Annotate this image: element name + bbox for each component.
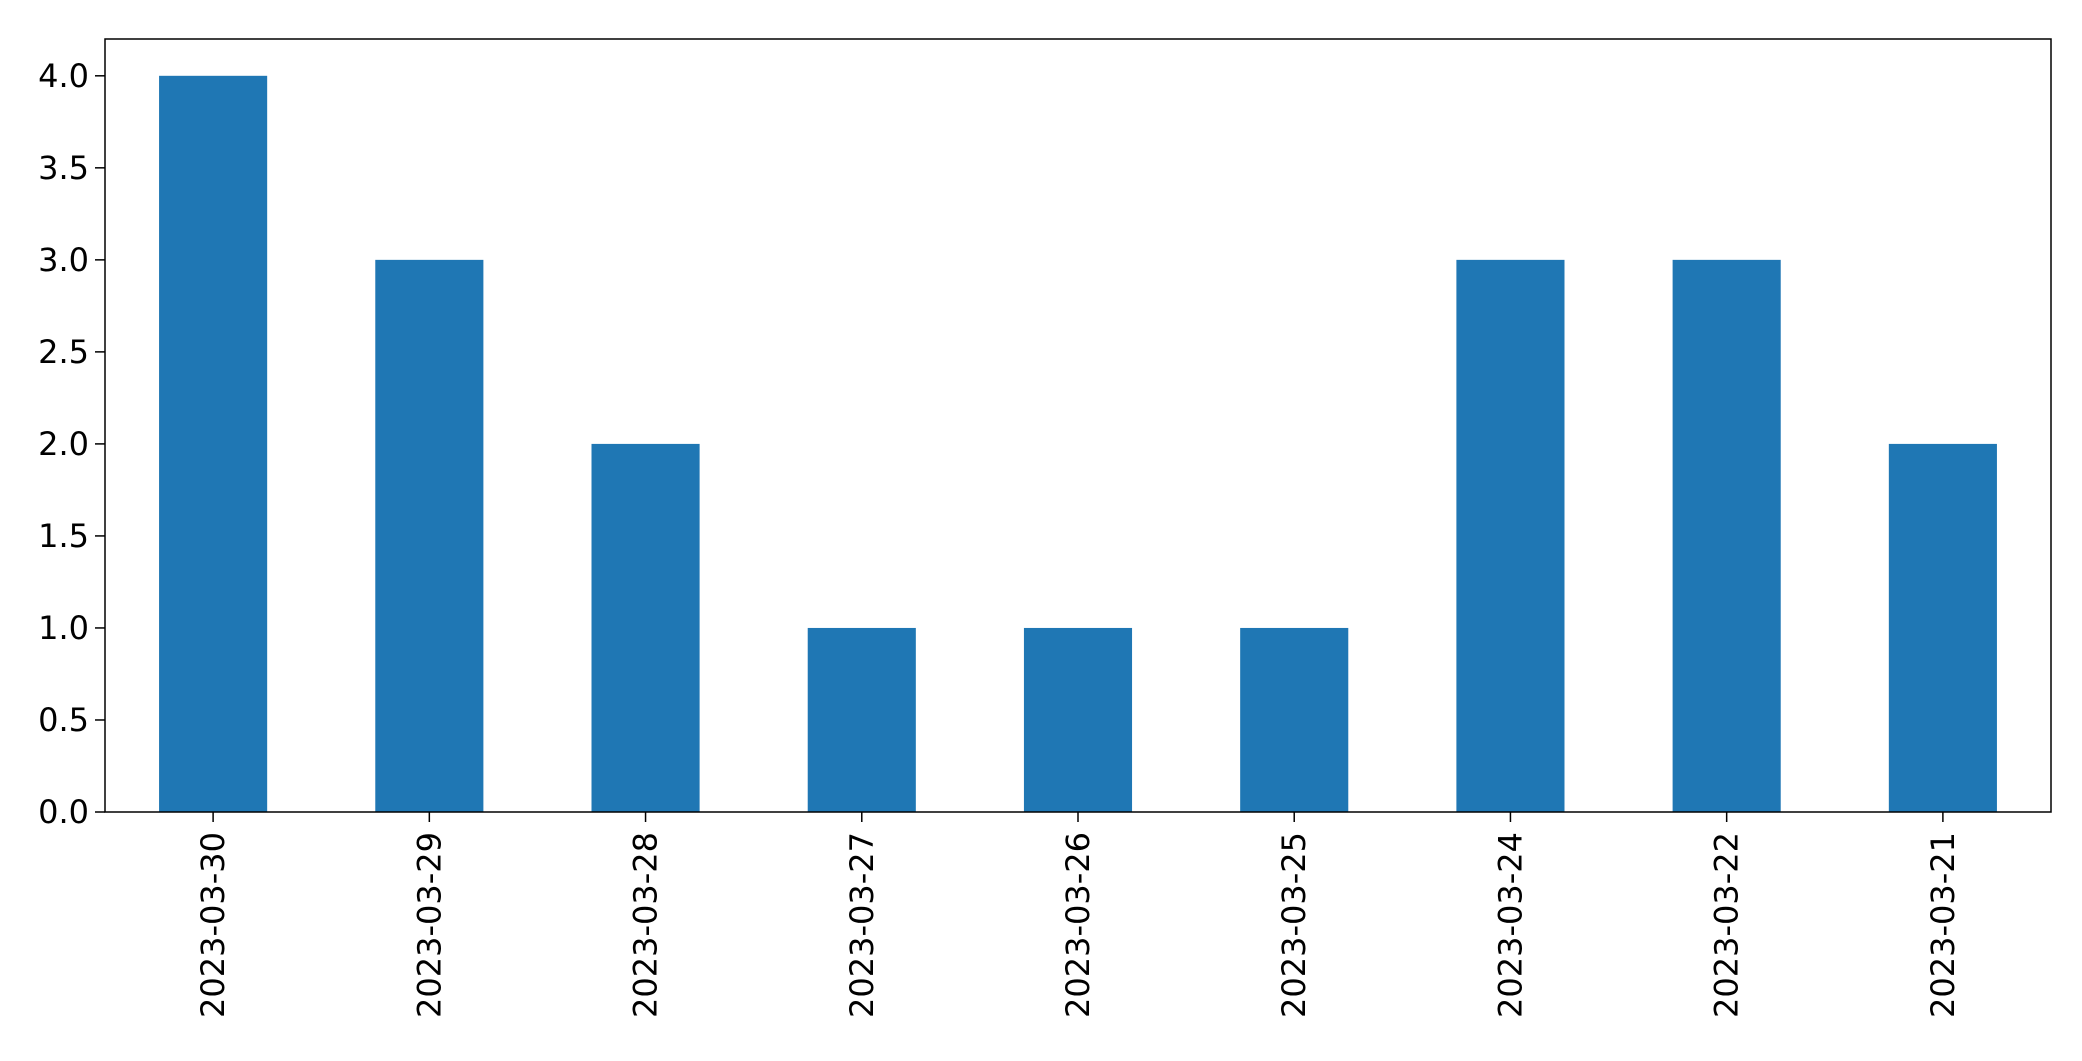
- bar-2023-03-30: [159, 75, 268, 812]
- y-tick-label: 4.0: [38, 57, 89, 95]
- bar-2023-03-22: [1672, 259, 1781, 812]
- y-tick-label: 0.5: [38, 701, 89, 739]
- y-tick-label: 3.0: [38, 241, 89, 279]
- y-tick-label: 1.5: [38, 517, 89, 555]
- x-tick-label: 2023-03-29: [410, 832, 448, 1018]
- y-tick-label: 3.5: [38, 149, 89, 187]
- bar-2023-03-27: [807, 627, 916, 812]
- x-axis: 2023-03-30 2023-03-29 2023-03-28 2023-03-27…: [194, 812, 1962, 1018]
- bar-2023-03-28: [591, 443, 700, 812]
- x-tick-label: 2023-03-30: [194, 832, 232, 1018]
- y-axis: 0.0 0.5 1.0 1.5 2.0 2.5 3.0 3.5 4.0: [38, 57, 105, 831]
- bar-2023-03-25: [1240, 627, 1349, 812]
- y-tick-label: 2.0: [38, 425, 89, 463]
- x-tick-label: 2023-03-21: [1924, 832, 1962, 1018]
- bar-2023-03-26: [1023, 627, 1133, 812]
- x-tick-label: 2023-03-22: [1708, 832, 1746, 1018]
- x-tick-label: 2023-03-27: [843, 832, 881, 1018]
- y-tick-label: 1.0: [38, 609, 89, 647]
- y-tick-label: 2.5: [38, 333, 89, 371]
- x-tick-label: 2023-03-24: [1491, 832, 1529, 1018]
- bar-2023-03-24: [1456, 259, 1565, 812]
- x-tick-label: 2023-03-25: [1275, 832, 1313, 1018]
- bar-2023-03-29: [375, 259, 484, 812]
- y-tick-label: 0.0: [38, 793, 89, 831]
- x-tick-label: 2023-03-26: [1059, 832, 1097, 1018]
- bars-group: [159, 75, 1997, 812]
- bar-2023-03-21: [1888, 443, 1997, 812]
- x-tick-label: 2023-03-28: [627, 832, 665, 1018]
